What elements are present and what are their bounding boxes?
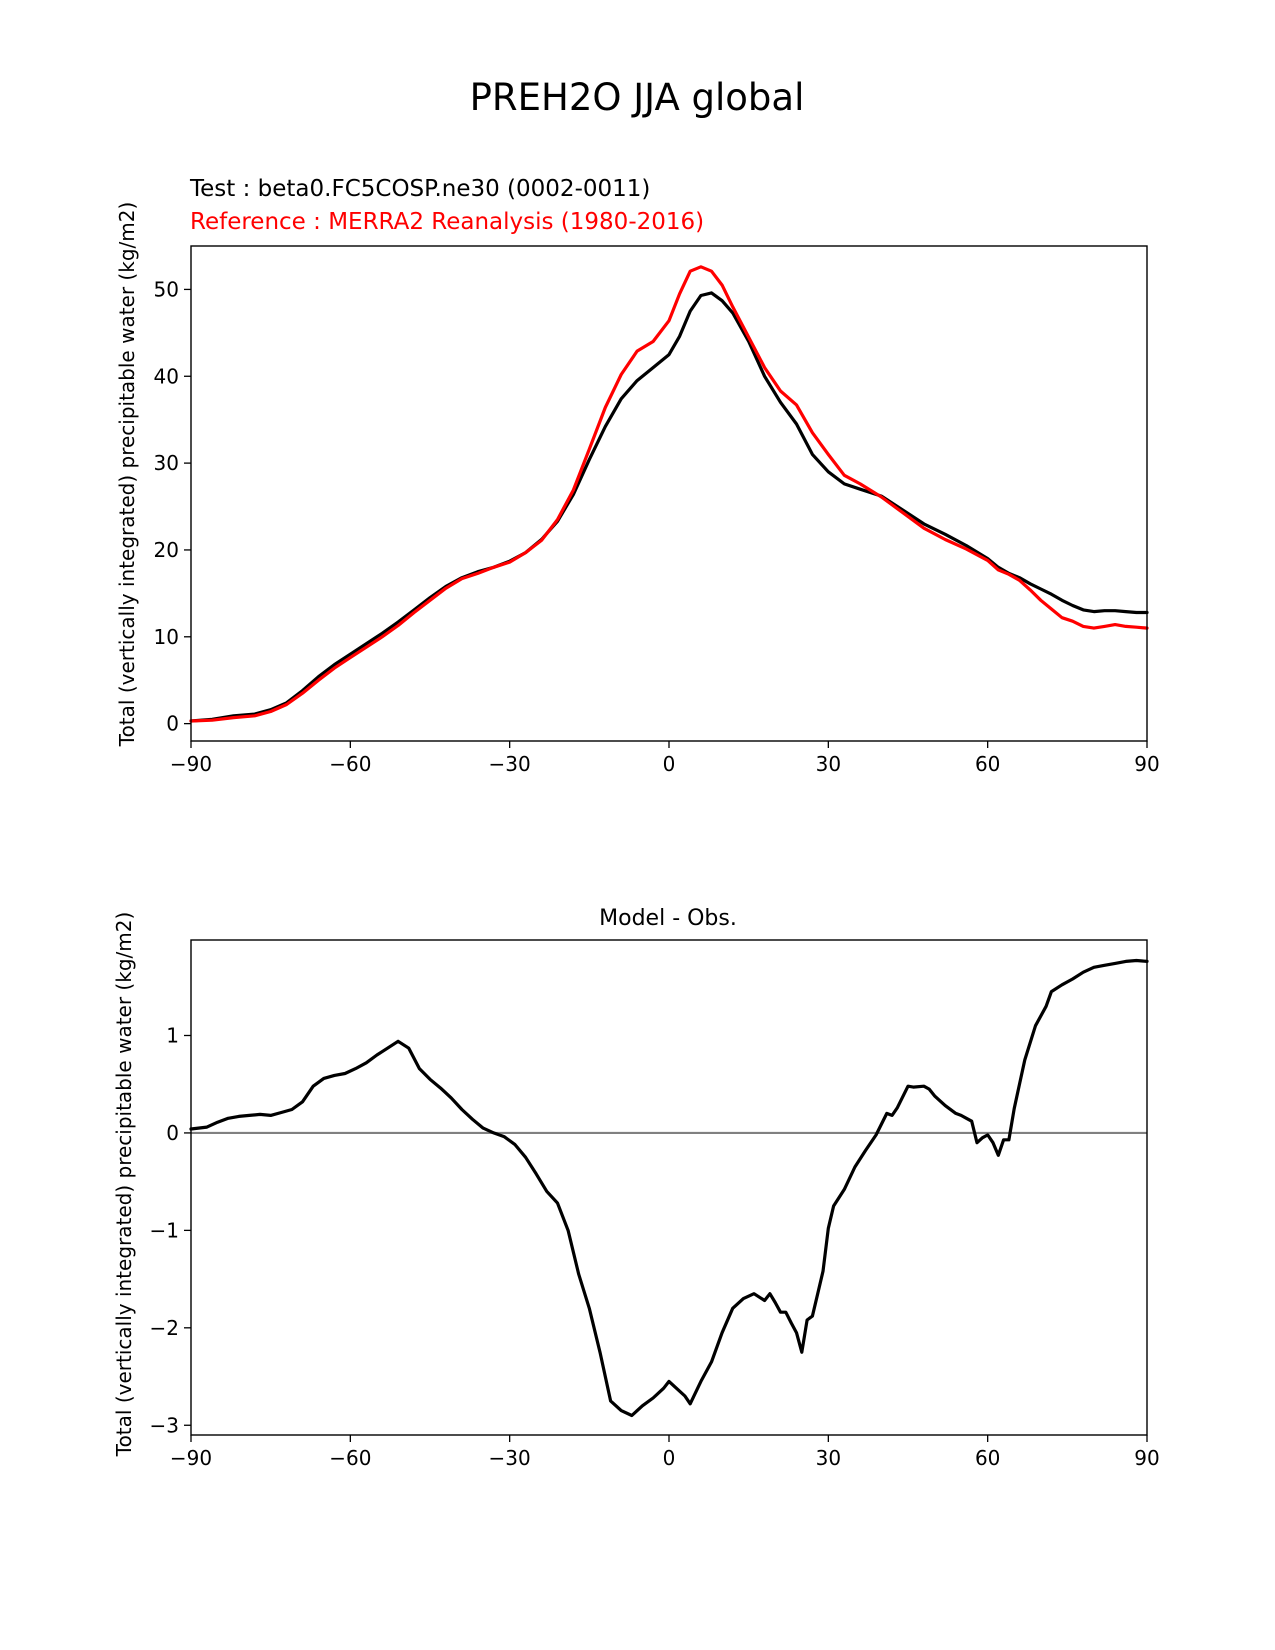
bottom-x-tick-label: 0 [663,1446,676,1470]
top-y-axis-label: Total (vertically integrated) precipitab… [115,202,139,748]
bottom-x-tick-label: −90 [170,1446,212,1470]
bottom-panel: Model - Obs. −90 −60 −30 0 30 60 90 −3 −2 −1 0 1 T… [112,906,1160,1470]
top-x-tick-labels: −90 −60 −30 0 30 60 90 [170,752,1160,776]
bottom-x-tick-label: 60 [975,1446,1000,1470]
top-x-tick-label: 30 [816,752,841,776]
top-x-tick-label: 0 [663,752,676,776]
top-y-tick-label: 30 [154,451,179,475]
bottom-y-tick-label: −2 [150,1316,179,1340]
bottom-y-tick-label: −3 [150,1413,179,1437]
bottom-x-tick-label: −30 [489,1446,531,1470]
top-x-tick-label: 60 [975,752,1000,776]
bottom-y-axis-label: Total (vertically integrated) precipitab… [112,912,136,1458]
top-panel: Test : beta0.FC5COSP.ne30 (0002-0011) Re… [115,176,1160,776]
top-subtitle-test: Test : beta0.FC5COSP.ne30 (0002-0011) [189,176,650,202]
bottom-x-tick-label: −60 [329,1446,371,1470]
top-tick-marks [184,288,1148,748]
bottom-series-group [189,958,1149,1418]
top-x-tick-label: −30 [489,752,531,776]
top-x-tick-label: −60 [329,752,371,776]
bottom-y-tick-label: 0 [166,1121,179,1145]
bottom-y-tick-label: −1 [150,1218,179,1242]
top-x-tick-label: −90 [170,752,212,776]
top-subtitle-reference: Reference : MERRA2 Reanalysis (1980-2016… [190,209,704,235]
top-series-reference [189,265,1149,723]
top-y-tick-labels: 0 10 20 30 40 50 [154,277,179,735]
top-y-tick-label: 20 [154,538,179,562]
bottom-y-tick-label: 1 [166,1023,179,1047]
bottom-plot-frame [190,939,1148,1436]
bottom-x-tick-label: 90 [1134,1446,1159,1470]
top-series-group [189,265,1149,723]
bottom-panel-title: Model - Obs. [599,906,737,931]
top-plot-frame [190,245,1148,742]
top-series-test [189,291,1149,723]
top-x-tick-label: 90 [1134,752,1159,776]
top-y-tick-label: 0 [166,712,179,736]
bottom-tick-marks [184,1034,1148,1442]
bottom-x-tick-label: 30 [816,1446,841,1470]
top-y-tick-label: 10 [154,625,179,649]
figure-title: PREH2O JJA global [470,76,805,119]
bottom-series-model-obs [189,958,1149,1418]
top-y-tick-label: 40 [154,364,179,388]
bottom-y-tick-labels: −3 −2 −1 0 1 [150,1023,179,1437]
bottom-x-tick-labels: −90 −60 −30 0 30 60 90 [170,1446,1160,1470]
top-y-tick-label: 50 [154,277,179,301]
